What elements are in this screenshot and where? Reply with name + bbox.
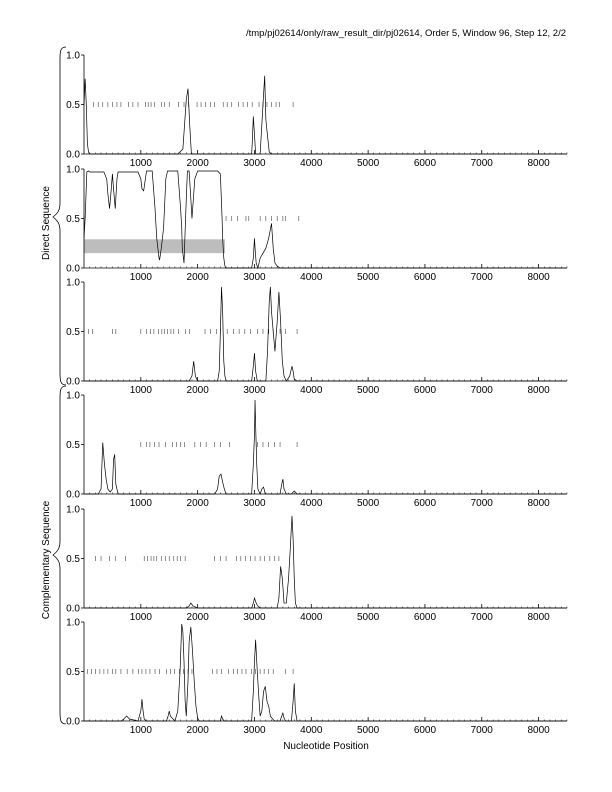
- x-tick-label: 8000: [527, 725, 550, 736]
- x-tick-label: 1000: [130, 158, 153, 169]
- x-tick-label: 2000: [187, 725, 210, 736]
- coding-probability-line: [84, 623, 567, 722]
- x-tick-label: 5000: [357, 498, 380, 509]
- y-tick-label: 1.0: [66, 391, 80, 402]
- x-axis-title: Nucleotide Position: [283, 741, 369, 752]
- x-tick-label: 7000: [471, 385, 494, 396]
- y-tick-label: 0.0: [66, 490, 80, 501]
- panel-2: 0.0 0.5 1.0 1000 2000 3000 4000 5000 6000 7000 800…: [66, 165, 568, 283]
- x-tick-label: 5000: [357, 385, 380, 396]
- highlight-region: [84, 239, 225, 254]
- x-tick-label: 3000: [243, 158, 266, 169]
- x-tick-label: 5000: [357, 612, 380, 623]
- x-tick-label: 6000: [414, 612, 437, 623]
- y-tick-label: 0.5: [66, 667, 80, 678]
- x-tick-label: 4000: [300, 498, 323, 509]
- x-tick-label: 8000: [527, 272, 550, 283]
- y-tick-label: 0.5: [66, 100, 80, 111]
- y-tick-label: 0.0: [66, 604, 80, 615]
- x-tick-label: 7000: [471, 725, 494, 736]
- x-tick-label: 2000: [187, 272, 210, 283]
- panel-6: 0.0 0.5 1.0 1000 2000 3000 4000 5000 6000 7000 800…: [66, 618, 568, 736]
- x-tick-label: 4000: [300, 612, 323, 623]
- x-tick-label: 1000: [130, 498, 153, 509]
- y-tick-label: 0.5: [66, 554, 80, 565]
- y-tick-label: 0.0: [66, 264, 80, 275]
- y-tick-label: 0.5: [66, 440, 80, 451]
- x-tick-label: 3000: [243, 498, 266, 509]
- x-tick-label: 7000: [471, 158, 494, 169]
- x-tick-label: 3000: [243, 725, 266, 736]
- x-tick-label: 7000: [471, 498, 494, 509]
- coding-probability-line: [83, 75, 567, 155]
- x-tick-label: 8000: [527, 612, 550, 623]
- complementary-sequence-label: Complementary Sequence: [41, 500, 52, 619]
- x-tick-label: 3000: [243, 272, 266, 283]
- y-tick-label: 0.0: [66, 150, 80, 161]
- x-tick-label: 6000: [414, 725, 437, 736]
- panel-3: 0.0 0.5 1.0 1000 2000 3000 4000 5000 6000 7000 800…: [66, 278, 568, 396]
- x-tick-label: 5000: [357, 725, 380, 736]
- coding-probability-line: [84, 286, 567, 382]
- x-tick-label: 1000: [130, 385, 153, 396]
- x-tick-label: 1000: [130, 612, 153, 623]
- coding-probability-line: [84, 399, 567, 495]
- x-tick-label: 3000: [243, 612, 266, 623]
- x-tick-label: 8000: [527, 385, 550, 396]
- x-tick-label: 4000: [300, 725, 323, 736]
- y-tick-label: 0.5: [66, 327, 80, 338]
- panel-4: 0.0 0.5 1.0 1000 2000 3000 4000 5000 6000 7000 800…: [66, 391, 568, 509]
- y-tick-label: 0.5: [66, 214, 80, 225]
- direct-sequence-label: Direct Sequence: [41, 186, 52, 260]
- x-tick-label: 7000: [471, 612, 494, 623]
- x-tick-label: 8000: [527, 498, 550, 509]
- x-tick-label: 1000: [130, 272, 153, 283]
- x-tick-label: 2000: [187, 385, 210, 396]
- x-tick-label: 2000: [187, 498, 210, 509]
- y-tick-label: 1.0: [66, 505, 80, 516]
- figure-title: /tmp/pj02614/only/raw_result_dir/pj02614…: [246, 28, 566, 39]
- x-tick-label: 6000: [414, 498, 437, 509]
- x-tick-label: 6000: [414, 158, 437, 169]
- x-tick-label: 2000: [187, 158, 210, 169]
- y-tick-label: 1.0: [66, 618, 80, 629]
- coding-probability-line: [83, 170, 567, 270]
- complementary-sequence-bracket: [52, 385, 67, 725]
- x-tick-label: 8000: [527, 158, 550, 169]
- x-tick-label: 6000: [414, 272, 437, 283]
- x-tick-label: 4000: [300, 158, 323, 169]
- chart-panels: 0.0 0.5 1.0 1000 2000 3000 4000 5000 6000 7000 800…: [66, 51, 568, 736]
- x-tick-label: 6000: [414, 385, 437, 396]
- panel-5: 0.0 0.5 1.0 1000 2000 3000 4000 5000 6000 7000 800…: [66, 505, 568, 623]
- y-tick-label: 0.0: [66, 717, 80, 728]
- x-tick-label: 2000: [187, 612, 210, 623]
- x-tick-label: 5000: [357, 272, 380, 283]
- direct-sequence-bracket: [52, 46, 67, 386]
- x-tick-label: 1000: [130, 725, 153, 736]
- coding-probability-line: [84, 515, 567, 609]
- y-tick-label: 1.0: [66, 165, 80, 176]
- x-tick-label: 5000: [357, 158, 380, 169]
- x-tick-label: 4000: [300, 272, 323, 283]
- x-tick-label: 3000: [243, 385, 266, 396]
- y-tick-label: 0.0: [66, 377, 80, 388]
- y-tick-label: 1.0: [66, 51, 80, 62]
- y-tick-label: 1.0: [66, 278, 80, 289]
- x-tick-label: 4000: [300, 385, 323, 396]
- panel-1: 0.0 0.5 1.0 1000 2000 3000 4000 5000 6000 7000 800…: [66, 51, 568, 169]
- x-tick-label: 7000: [471, 272, 494, 283]
